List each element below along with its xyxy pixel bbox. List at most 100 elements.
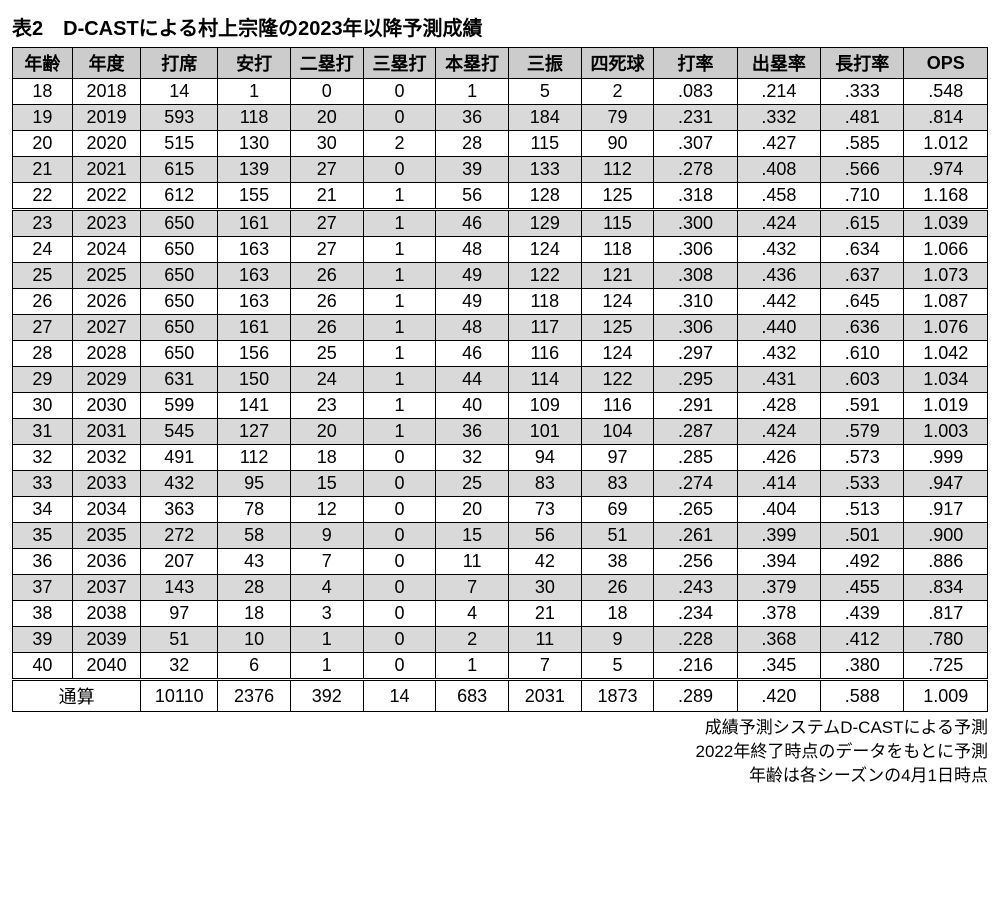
cell: .285 [654,445,737,471]
cell: 28 [13,341,73,367]
cell: 32 [436,445,509,471]
cell: 0 [290,79,363,105]
cell: .256 [654,549,737,575]
footnote-1: 成績予測システムD-CASTによる予測 [12,716,988,740]
cell: .636 [821,315,904,341]
cell: .214 [737,79,820,105]
table-row: 31203154512720136101104.287.424.5791.003 [13,419,988,445]
cell: 39 [13,627,73,653]
col-header: 打席 [141,48,218,79]
cell: 1 [363,183,436,210]
cell: 56 [436,183,509,210]
cell: 38 [581,549,654,575]
cell: 1 [363,419,436,445]
cell: 26 [290,289,363,315]
cell: 2032 [72,445,140,471]
cell: 33 [13,471,73,497]
cell: .610 [821,341,904,367]
cell: 26 [13,289,73,315]
cell: 115 [581,210,654,237]
cell: 650 [141,289,218,315]
cell: .591 [821,393,904,419]
cell: .345 [737,653,820,680]
cell: 0 [363,105,436,131]
cell: .295 [654,367,737,393]
cell: 114 [508,367,581,393]
cell: 49 [436,263,509,289]
cell: 94 [508,445,581,471]
cell: 2031 [508,680,581,712]
cell: 26 [581,575,654,601]
cell: 1.087 [904,289,988,315]
cell: 22 [13,183,73,210]
cell: 5 [581,653,654,680]
cell: 1.073 [904,263,988,289]
cell: 2033 [72,471,140,497]
cell: .234 [654,601,737,627]
cell: 32 [141,653,218,680]
cell: 1.066 [904,237,988,263]
cell: 127 [218,419,291,445]
cell: 2028 [72,341,140,367]
cell: 12 [290,497,363,523]
cell: 51 [581,523,654,549]
cell: .291 [654,393,737,419]
cell: 124 [581,289,654,315]
cell: 46 [436,210,509,237]
cell: 0 [363,601,436,627]
cell: 125 [581,315,654,341]
cell: 27 [290,157,363,183]
cell: .513 [821,497,904,523]
table-row: 27202765016126148117125.306.440.6361.076 [13,315,988,341]
cell: 117 [508,315,581,341]
table-row: 1920195931182003618479.231.332.481.814 [13,105,988,131]
cell: .378 [737,601,820,627]
cell: 0 [363,549,436,575]
cell: 101 [508,419,581,445]
cell: .603 [821,367,904,393]
cell: .432 [737,341,820,367]
cell: .379 [737,575,820,601]
col-header: 年度 [72,48,140,79]
cell: .900 [904,523,988,549]
cell: 44 [436,367,509,393]
cell: 10 [218,627,291,653]
cell: .436 [737,263,820,289]
cell: 133 [508,157,581,183]
cell: 116 [581,393,654,419]
cell: 1 [363,367,436,393]
cell: .408 [737,157,820,183]
cell: 2027 [72,315,140,341]
cell: .332 [737,105,820,131]
col-header: 長打率 [821,48,904,79]
cell: .481 [821,105,904,131]
cell: 14 [363,680,436,712]
cell: .548 [904,79,988,105]
cell: 27 [13,315,73,341]
cell: 392 [290,680,363,712]
cell: 593 [141,105,218,131]
cell: .634 [821,237,904,263]
table-row: 29202963115024144114122.295.431.6031.034 [13,367,988,393]
cell: .368 [737,627,820,653]
cell: 650 [141,237,218,263]
cell: 11 [508,627,581,653]
cell: 599 [141,393,218,419]
cell: 0 [363,653,436,680]
cell: 30 [508,575,581,601]
cell: 30 [290,131,363,157]
cell: 125 [581,183,654,210]
table-row: 25202565016326149122121.308.436.6371.073 [13,263,988,289]
cell: 36 [13,549,73,575]
cell: 30 [13,393,73,419]
cell: 163 [218,289,291,315]
cell: .533 [821,471,904,497]
cell: 161 [218,315,291,341]
cell: 48 [436,315,509,341]
cell: 9 [290,523,363,549]
cell: 143 [141,575,218,601]
table-title: 表2 D-CASTによる村上宗隆の2023年以降予測成績 [12,12,988,41]
cell: 78 [218,497,291,523]
table-row: 26202665016326149118124.310.442.6451.087 [13,289,988,315]
cell: 272 [141,523,218,549]
